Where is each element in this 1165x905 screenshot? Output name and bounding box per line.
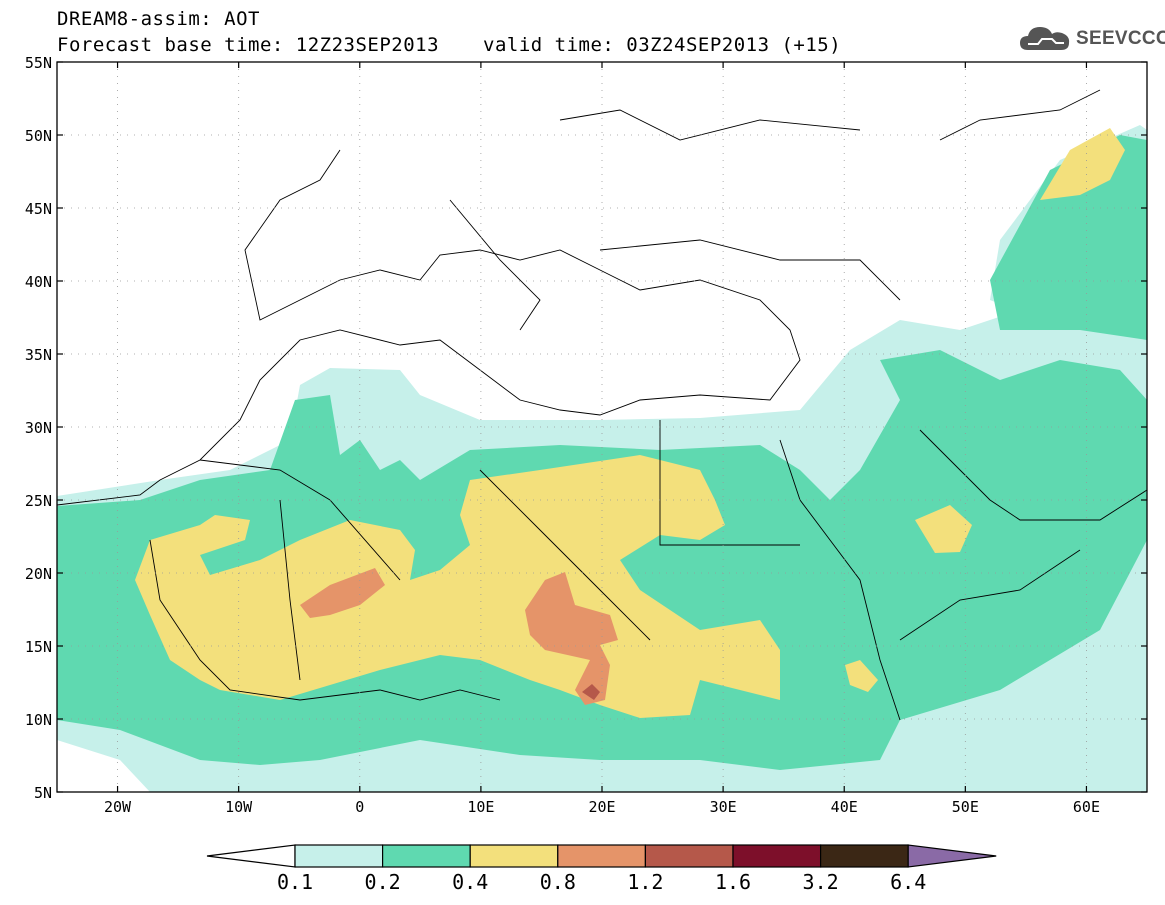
lat-label: 40N xyxy=(25,273,52,291)
lon-label: 30E xyxy=(710,798,737,816)
valid-time: valid time: 03Z24SEP2013 (+15) xyxy=(483,34,842,56)
colorbar-segment xyxy=(732,844,822,868)
colorbar: 0.1 0.2 0.4 0.8 1.2 1.6 3.2 6.4 xyxy=(206,844,997,894)
lat-label: 25N xyxy=(25,492,52,510)
lon-label: 20E xyxy=(588,798,615,816)
colorbar-segment xyxy=(819,844,909,868)
graticule xyxy=(57,62,1147,792)
lon-label: 40E xyxy=(831,798,858,816)
seevccc-logo: SEEVCCC xyxy=(1018,22,1165,56)
lat-label: 35N xyxy=(25,346,52,364)
colorbar-segment xyxy=(382,844,471,868)
lon-label: 10W xyxy=(225,798,253,816)
colorbar-label: 0.2 xyxy=(365,870,401,894)
colorbar-label: 1.2 xyxy=(627,870,663,894)
logo-text: SEEVCCC xyxy=(1076,28,1165,49)
lat-label: 15N xyxy=(25,638,52,656)
lat-label: 10N xyxy=(25,711,52,729)
longitude-labels: 20W 10W 0 10E 20E 30E 40E 50E 60E xyxy=(104,62,1100,816)
lat-label: 45N xyxy=(25,200,52,218)
forecast-base-time: Forecast base time: 12Z23SEP2013 xyxy=(57,34,440,56)
colorbar-label: 0.4 xyxy=(452,870,488,894)
chart-title: DREAM8-assim: AOT xyxy=(57,8,260,30)
colorbar-segment xyxy=(557,844,646,868)
lat-label: 5N xyxy=(34,784,52,802)
colorbar-label: 0.1 xyxy=(277,870,313,894)
lat-label: 55N xyxy=(25,54,52,72)
colorbar-label: 3.2 xyxy=(803,870,839,894)
coastlines xyxy=(57,89,1147,721)
colorbar-over-arrow xyxy=(907,844,997,868)
colorbar-segment xyxy=(294,844,384,868)
lon-label: 0 xyxy=(355,798,364,816)
lat-label: 20N xyxy=(25,565,52,583)
lon-label: 50E xyxy=(952,798,979,816)
colorbar-segment xyxy=(644,844,734,868)
latitude-labels: 55N 50N 45N 40N 35N 30N 25N 20N 15N 10N 5N xyxy=(25,54,1147,802)
cloud-icon xyxy=(1020,27,1070,50)
aot-contour-0.8 xyxy=(300,568,385,618)
aot-contour-1.2 xyxy=(582,684,600,700)
colorbar-label: 6.4 xyxy=(890,870,926,894)
lon-label: 60E xyxy=(1073,798,1100,816)
colorbar-label: 1.6 xyxy=(715,870,751,894)
lon-label: 20W xyxy=(104,798,132,816)
lon-label: 10E xyxy=(467,798,494,816)
lat-label: 30N xyxy=(25,419,52,437)
colorbar-label: 0.8 xyxy=(540,870,576,894)
colorbar-under-arrow xyxy=(206,844,296,868)
colorbar-segment xyxy=(469,844,559,868)
lat-label: 50N xyxy=(25,127,52,145)
